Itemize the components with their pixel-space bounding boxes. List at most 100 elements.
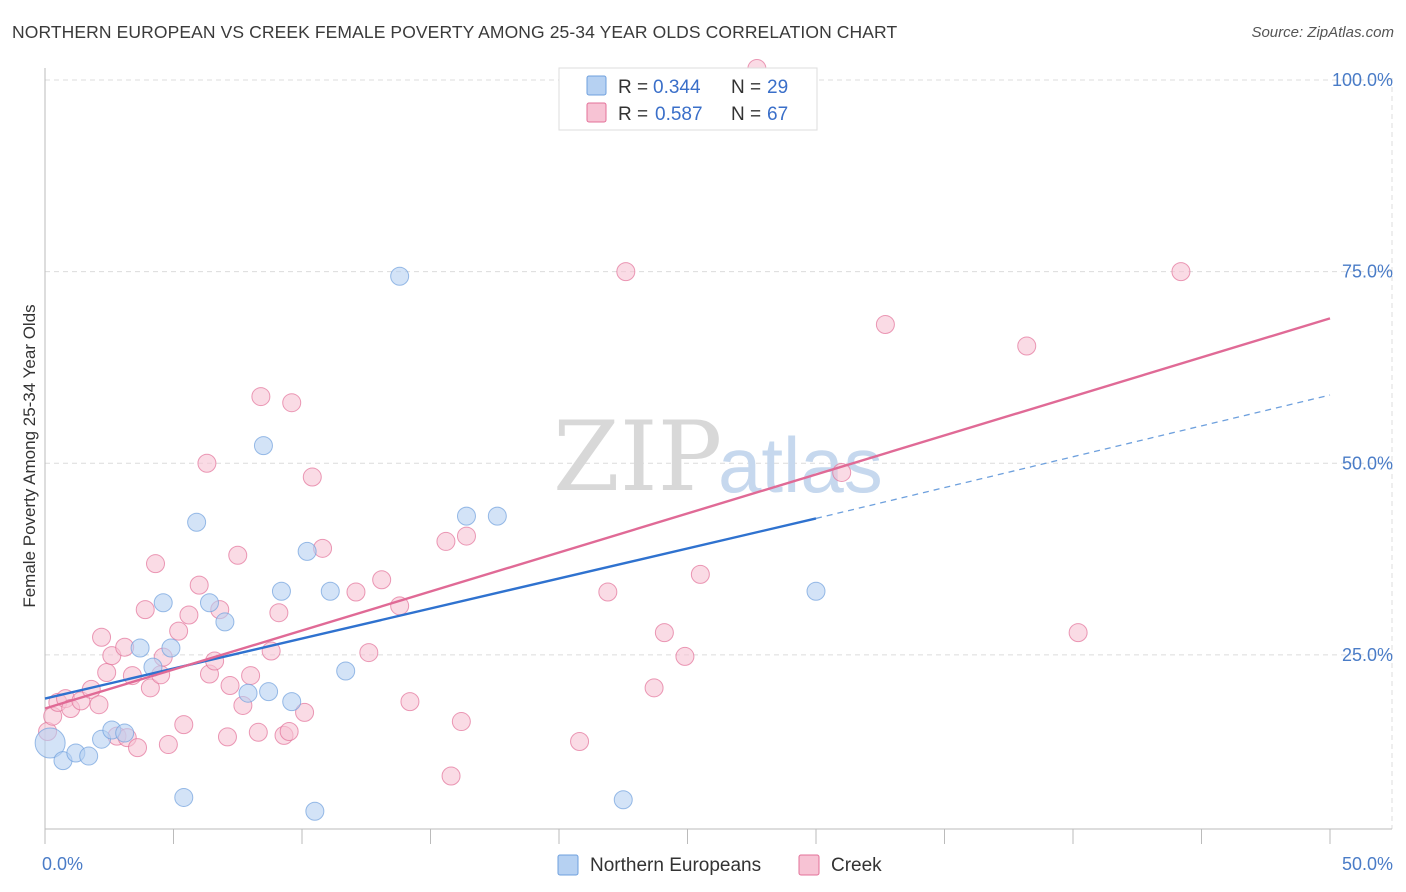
- legend-swatch-northern-europeans: [586, 75, 607, 96]
- chart-title: NORTHERN EUROPEAN VS CREEK FEMALE POVERT…: [12, 22, 898, 42]
- point-creek: [140, 678, 160, 698]
- point-creek: [248, 722, 268, 742]
- point-northern-europeans: [187, 512, 207, 532]
- point-northern-europeans: [161, 638, 181, 658]
- y-tick-label: 75.0%: [1342, 262, 1393, 282]
- point-creek: [436, 531, 456, 551]
- y-tick-label: 25.0%: [1342, 645, 1393, 665]
- point-creek: [158, 735, 178, 755]
- point-creek: [372, 570, 392, 590]
- legend-r-value-1: 0.344: [653, 77, 701, 98]
- legend-n-value-1: 29: [767, 77, 788, 98]
- grid-lines: [45, 78, 1393, 829]
- point-northern-europeans: [34, 727, 66, 759]
- point-creek: [441, 766, 461, 786]
- trend-line-northern-europeans-extension: [815, 394, 1331, 520]
- point-creek: [217, 727, 237, 747]
- point-northern-europeans: [305, 801, 325, 821]
- point-northern-europeans: [320, 581, 340, 601]
- point-northern-europeans: [174, 787, 194, 807]
- point-creek: [570, 731, 590, 751]
- point-northern-europeans: [130, 638, 150, 658]
- point-creek: [146, 554, 166, 574]
- point-creek: [1068, 623, 1088, 643]
- point-northern-europeans: [153, 593, 173, 613]
- legend-n-label-2: N =: [731, 104, 761, 125]
- point-creek: [1171, 262, 1191, 282]
- scatter-points: [34, 59, 1191, 821]
- point-creek: [400, 692, 420, 712]
- bottom-legend-label-creek: Creek: [831, 855, 882, 876]
- y-tick-label: 100.0%: [1332, 70, 1393, 90]
- point-creek: [616, 262, 636, 282]
- point-northern-europeans: [336, 661, 356, 681]
- point-creek: [282, 393, 302, 413]
- point-creek: [279, 722, 299, 742]
- legend-swatch-creek: [586, 102, 607, 123]
- legend-n-label-1: N =: [731, 77, 761, 98]
- point-creek: [92, 627, 112, 647]
- point-creek: [251, 387, 271, 407]
- point-creek: [1017, 336, 1037, 356]
- point-creek: [675, 646, 695, 666]
- point-northern-europeans: [613, 790, 633, 810]
- point-creek: [346, 582, 366, 602]
- point-creek: [228, 545, 248, 565]
- point-northern-europeans: [253, 436, 273, 456]
- legend-n-value-2: 67: [767, 104, 788, 125]
- y-tick-label: 50.0%: [1342, 453, 1393, 473]
- point-creek: [302, 467, 322, 487]
- point-northern-europeans: [297, 541, 317, 561]
- point-northern-europeans: [806, 581, 826, 601]
- bottom-legend-swatch-creek: [798, 854, 820, 876]
- point-creek: [97, 663, 117, 683]
- point-creek: [89, 695, 109, 715]
- point-creek: [875, 315, 895, 335]
- point-creek: [359, 643, 379, 663]
- x-tick-label: 0.0%: [42, 854, 83, 874]
- point-northern-europeans: [282, 692, 302, 712]
- bottom-legend-swatch-northern-europeans: [557, 854, 579, 876]
- tick-labels: 25.0% 50.0% 75.0% 100.0% 0.0% 50.0%: [42, 70, 1393, 874]
- source-label: Source: ZipAtlas.com: [1251, 24, 1394, 41]
- legend-r-label-2: R =: [618, 104, 648, 125]
- point-northern-europeans: [259, 682, 279, 702]
- point-creek: [295, 702, 315, 722]
- point-creek: [169, 621, 189, 641]
- point-creek: [128, 738, 148, 758]
- bottom-legend: Northern Europeans Creek: [557, 854, 882, 876]
- point-northern-europeans: [79, 746, 99, 766]
- legend: R = 0.344 N = 29 R = 0.587 N = 67: [558, 67, 818, 131]
- point-creek: [179, 605, 199, 625]
- bottom-legend-label-northern-europeans: Northern Europeans: [590, 855, 761, 876]
- point-creek: [690, 564, 710, 584]
- point-creek: [135, 600, 155, 620]
- point-creek: [189, 575, 209, 595]
- y-axis-title: Female Poverty Among 25-34 Year Olds: [20, 304, 39, 607]
- point-creek: [269, 603, 289, 623]
- point-northern-europeans: [199, 593, 219, 613]
- point-northern-europeans: [271, 581, 291, 601]
- point-northern-europeans: [456, 506, 476, 526]
- axes: [44, 68, 1392, 844]
- watermark: ZIP atlas: [553, 401, 883, 513]
- point-northern-europeans: [487, 506, 507, 526]
- point-northern-europeans: [115, 723, 135, 743]
- trend-lines: [44, 317, 1331, 710]
- point-creek: [313, 538, 333, 558]
- point-creek: [644, 678, 664, 698]
- legend-r-value-2: 0.587: [655, 104, 703, 125]
- point-creek: [174, 715, 194, 735]
- point-creek: [598, 582, 618, 602]
- legend-r-label-1: R =: [618, 77, 648, 98]
- point-northern-europeans: [215, 612, 235, 632]
- watermark-zip: ZIP: [553, 401, 722, 513]
- point-creek: [456, 526, 476, 546]
- point-northern-europeans: [390, 266, 410, 286]
- point-creek: [654, 623, 674, 643]
- point-creek: [220, 676, 240, 696]
- watermark-atlas: atlas: [718, 421, 883, 509]
- point-northern-europeans: [238, 683, 258, 703]
- trend-line-creek: [44, 317, 1331, 710]
